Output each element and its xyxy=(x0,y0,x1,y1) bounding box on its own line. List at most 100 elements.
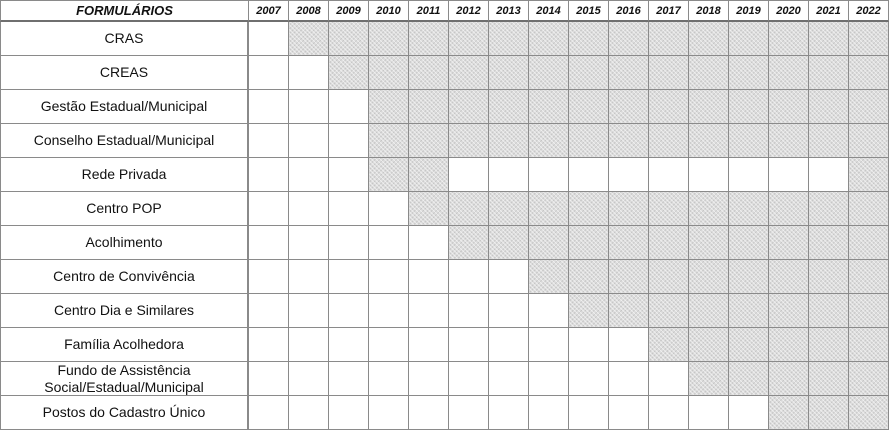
year-cell-shaded xyxy=(689,226,729,260)
year-cell-shaded xyxy=(849,192,889,226)
year-cell-shaded xyxy=(769,22,809,56)
year-cell-empty xyxy=(249,328,289,362)
year-cell-empty xyxy=(249,22,289,56)
year-cell-empty xyxy=(449,158,489,192)
year-cell-shaded xyxy=(649,22,689,56)
row-label: Acolhimento xyxy=(0,226,249,260)
year-cell-shaded xyxy=(449,22,489,56)
year-cell-shaded xyxy=(769,396,809,430)
year-cell-empty xyxy=(369,260,409,294)
year-cell-empty xyxy=(249,158,289,192)
year-cell-shaded xyxy=(769,260,809,294)
year-cell-shaded xyxy=(849,396,889,430)
year-cell-shaded xyxy=(849,56,889,90)
year-cell-empty xyxy=(289,328,329,362)
year-cell-empty xyxy=(609,396,649,430)
year-cell-shaded xyxy=(809,192,849,226)
year-cell-shaded xyxy=(689,192,729,226)
year-cell-shaded xyxy=(529,192,569,226)
year-cell-shaded xyxy=(329,22,369,56)
year-cell-empty xyxy=(369,328,409,362)
year-cell-shaded xyxy=(369,22,409,56)
year-cell-shaded xyxy=(769,328,809,362)
year-cell-shaded xyxy=(649,56,689,90)
year-cell-shaded xyxy=(849,362,889,396)
year-cell-shaded xyxy=(849,294,889,328)
header-year: 2018 xyxy=(689,0,729,22)
year-cell-empty xyxy=(569,396,609,430)
year-cell-shaded xyxy=(529,56,569,90)
year-cell-empty xyxy=(409,226,449,260)
year-cell-shaded xyxy=(769,362,809,396)
year-cell-empty xyxy=(329,226,369,260)
year-cell-shaded xyxy=(729,226,769,260)
year-cell-shaded xyxy=(489,226,529,260)
year-cell-empty xyxy=(489,158,529,192)
year-cell-empty xyxy=(729,158,769,192)
year-cell-empty xyxy=(529,362,569,396)
year-cell-shaded xyxy=(489,192,529,226)
year-cell-empty xyxy=(409,396,449,430)
year-cell-empty xyxy=(329,158,369,192)
row-label: CRAS xyxy=(0,22,249,56)
year-cell-shaded xyxy=(649,124,689,158)
year-cell-empty xyxy=(249,260,289,294)
year-cell-shaded xyxy=(769,56,809,90)
year-cell-shaded xyxy=(689,362,729,396)
year-cell-shaded xyxy=(769,192,809,226)
year-cell-shaded xyxy=(649,90,689,124)
year-cell-shaded xyxy=(569,124,609,158)
header-year: 2007 xyxy=(249,0,289,22)
year-cell-empty xyxy=(289,362,329,396)
year-cell-shaded xyxy=(529,124,569,158)
row-label: Centro POP xyxy=(0,192,249,226)
year-cell-empty xyxy=(369,294,409,328)
year-cell-shaded xyxy=(729,192,769,226)
header-year: 2014 xyxy=(529,0,569,22)
year-cell-shaded xyxy=(529,22,569,56)
year-cell-shaded xyxy=(489,90,529,124)
year-cell-empty xyxy=(369,362,409,396)
year-cell-shaded xyxy=(569,226,609,260)
header-year: 2013 xyxy=(489,0,529,22)
year-cell-shaded xyxy=(729,328,769,362)
row-label: Postos do Cadastro Único xyxy=(0,396,249,430)
year-cell-shaded xyxy=(729,56,769,90)
year-cell-empty xyxy=(569,328,609,362)
header-year: 2021 xyxy=(809,0,849,22)
year-cell-shaded xyxy=(409,22,449,56)
year-cell-shaded xyxy=(729,294,769,328)
row-label: Gestão Estadual/Municipal xyxy=(0,90,249,124)
header-year: 2015 xyxy=(569,0,609,22)
year-cell-empty xyxy=(289,226,329,260)
year-cell-shaded xyxy=(649,192,689,226)
year-cell-empty xyxy=(449,396,489,430)
year-cell-shaded xyxy=(689,124,729,158)
year-cell-shaded xyxy=(609,192,649,226)
header-year: 2022 xyxy=(849,0,889,22)
year-cell-shaded xyxy=(569,90,609,124)
year-cell-empty xyxy=(249,124,289,158)
year-cell-shaded xyxy=(849,328,889,362)
year-cell-empty xyxy=(289,90,329,124)
year-cell-shaded xyxy=(489,56,529,90)
year-cell-shaded xyxy=(649,294,689,328)
year-cell-empty xyxy=(289,124,329,158)
year-cell-shaded xyxy=(449,226,489,260)
year-cell-shaded xyxy=(849,226,889,260)
year-cell-shaded xyxy=(369,56,409,90)
year-cell-empty xyxy=(249,362,289,396)
year-cell-shaded xyxy=(849,90,889,124)
year-cell-shaded xyxy=(609,294,649,328)
year-cell-empty xyxy=(729,396,769,430)
header-year: 2009 xyxy=(329,0,369,22)
year-cell-empty xyxy=(409,328,449,362)
year-cell-shaded xyxy=(689,260,729,294)
year-cell-empty xyxy=(369,226,409,260)
year-cell-shaded xyxy=(609,22,649,56)
year-cell-shaded xyxy=(409,90,449,124)
year-cell-empty xyxy=(369,396,409,430)
year-cell-shaded xyxy=(409,56,449,90)
year-cell-empty xyxy=(329,260,369,294)
year-cell-empty xyxy=(529,158,569,192)
